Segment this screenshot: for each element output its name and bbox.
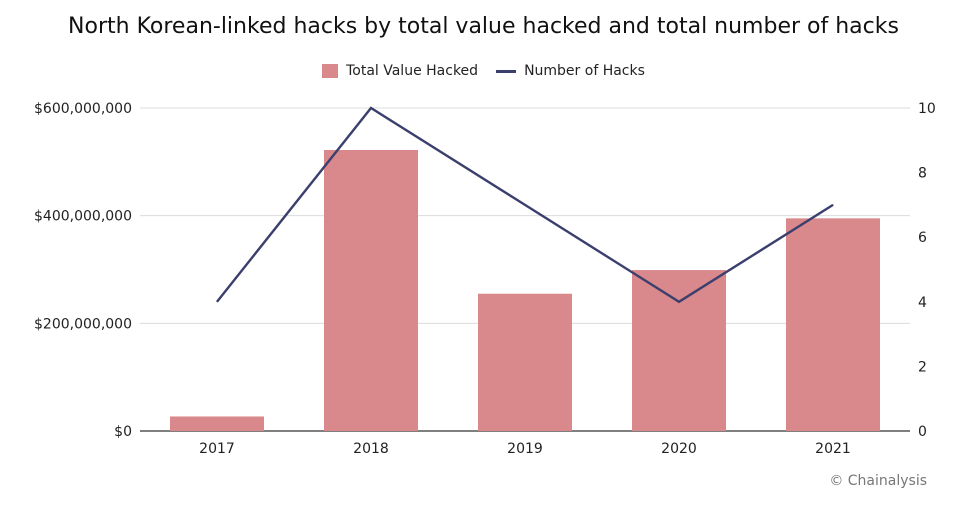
bar-2021 xyxy=(786,218,880,431)
line-point-2020 xyxy=(678,301,680,303)
line-point-2017 xyxy=(216,301,218,303)
x-tick-label: 2019 xyxy=(507,441,543,457)
legend-item-count: Number of Hacks xyxy=(496,63,645,79)
y-right-tick-label: 4 xyxy=(918,295,927,311)
y-right-tick-label: 0 xyxy=(918,424,927,440)
legend-swatch-bar xyxy=(322,64,339,78)
bar-2018 xyxy=(324,149,418,432)
line-point-2019 xyxy=(524,204,526,206)
legend-item-value: Total Value Hacked xyxy=(322,63,478,79)
y-left-tick-label: $400,000,000 xyxy=(34,209,132,225)
x-tick-label: 2017 xyxy=(199,441,235,457)
x-tick-label: 2018 xyxy=(353,441,389,457)
y-right-tick-label: 2 xyxy=(918,359,927,375)
legend-label-count: Number of Hacks xyxy=(524,63,645,79)
bar-2019 xyxy=(478,293,572,431)
y-left-tick-label: $0 xyxy=(114,424,132,440)
source-credit: © Chainalysis xyxy=(829,473,927,489)
legend-swatch-line xyxy=(496,69,517,73)
y-left-tick-label: $200,000,000 xyxy=(34,316,132,332)
chart-title: North Korean-linked hacks by total value… xyxy=(68,14,899,39)
line-point-2021 xyxy=(832,204,834,206)
x-tick-label: 2020 xyxy=(661,441,697,457)
x-tick-label: 2021 xyxy=(815,441,851,457)
legend-label-value: Total Value Hacked xyxy=(346,63,479,79)
legend: Total Value Hacked Number of Hacks xyxy=(0,63,967,79)
bar-2020 xyxy=(632,270,726,431)
y-left-tick-label: $600,000,000 xyxy=(34,101,132,117)
line-point-2018 xyxy=(370,107,372,109)
y-right-tick-label: 8 xyxy=(918,166,927,182)
y-right-tick-label: 10 xyxy=(918,101,936,117)
bar-2017 xyxy=(170,416,264,431)
y-right-tick-label: 6 xyxy=(918,230,927,246)
